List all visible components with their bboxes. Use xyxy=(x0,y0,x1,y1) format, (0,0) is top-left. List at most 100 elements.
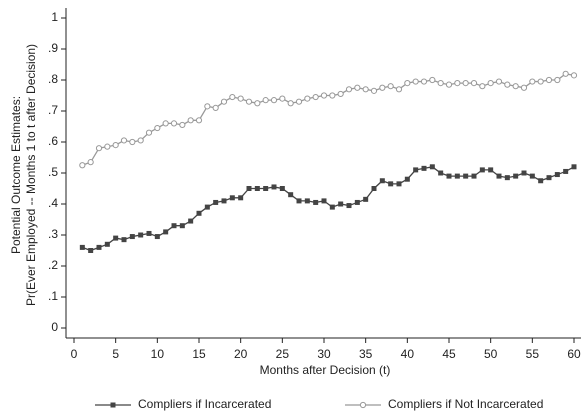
y-tick-label: .5 xyxy=(48,165,58,179)
data-point xyxy=(162,120,169,127)
legend-marker xyxy=(110,402,116,408)
data-point xyxy=(288,192,294,198)
data-point xyxy=(229,93,236,101)
data-point xyxy=(229,195,235,201)
data-point xyxy=(254,186,260,191)
data-point xyxy=(87,159,94,166)
data-point xyxy=(237,95,244,102)
data-point xyxy=(338,201,344,207)
data-point xyxy=(271,184,277,190)
data-point xyxy=(154,124,161,132)
data-point xyxy=(138,232,144,238)
data-point xyxy=(212,104,219,112)
y-tick-label: .1 xyxy=(48,289,58,303)
data-point xyxy=(304,95,311,102)
data-point xyxy=(570,72,578,79)
data-point xyxy=(571,164,577,170)
data-point xyxy=(221,198,227,204)
data-point xyxy=(279,95,286,102)
data-point xyxy=(454,80,461,87)
data-point xyxy=(329,92,336,99)
data-point xyxy=(96,244,102,250)
data-point xyxy=(395,86,403,93)
data-point xyxy=(254,100,261,107)
data-point xyxy=(562,70,569,77)
data-point xyxy=(95,145,103,152)
data-point xyxy=(204,204,210,210)
data-point xyxy=(404,80,411,87)
data-point xyxy=(246,186,252,191)
data-point xyxy=(371,186,377,191)
y-tick-label: .7 xyxy=(48,103,58,117)
data-point xyxy=(413,167,419,173)
x-tick-label: 0 xyxy=(71,347,78,361)
data-point xyxy=(496,173,502,179)
data-point xyxy=(354,84,361,91)
data-point xyxy=(104,143,111,150)
data-point xyxy=(463,173,469,179)
data-point xyxy=(504,81,511,88)
data-point xyxy=(88,248,94,253)
data-point xyxy=(538,178,544,184)
data-point xyxy=(287,100,294,107)
y-tick-label: .4 xyxy=(48,196,58,210)
data-point xyxy=(404,176,410,182)
data-point xyxy=(388,181,394,187)
data-point xyxy=(213,199,219,205)
data-point xyxy=(321,198,327,204)
data-point xyxy=(304,198,310,204)
y-tick-label: .6 xyxy=(48,134,58,148)
data-point xyxy=(479,83,486,90)
data-point xyxy=(113,235,119,241)
data-point xyxy=(263,186,269,191)
data-point xyxy=(154,234,160,240)
data-point xyxy=(137,137,144,144)
x-tick-label: 40 xyxy=(401,347,415,361)
data-point xyxy=(296,198,302,204)
data-point xyxy=(320,92,328,99)
x-tick-label: 55 xyxy=(526,347,540,361)
data-point xyxy=(179,223,185,229)
data-point xyxy=(420,78,428,85)
data-point xyxy=(479,167,485,173)
data-point xyxy=(270,97,278,104)
data-point xyxy=(396,181,402,187)
y-tick-label: 0 xyxy=(51,320,58,334)
x-tick-label: 20 xyxy=(234,347,248,361)
data-point xyxy=(121,237,127,243)
data-point xyxy=(262,97,269,104)
x-axis-title: Months after Decision (t) xyxy=(260,363,391,377)
x-tick-label: 25 xyxy=(276,347,290,361)
data-point xyxy=(188,218,194,224)
x-tick-label: 10 xyxy=(151,347,165,361)
data-point xyxy=(345,86,353,93)
y-tick-label: .3 xyxy=(48,227,58,241)
data-point xyxy=(554,76,561,84)
data-point xyxy=(179,121,186,129)
data-point xyxy=(438,170,444,176)
data-point xyxy=(120,137,128,144)
data-point xyxy=(145,129,153,136)
data-point xyxy=(187,117,194,124)
series-line xyxy=(82,73,575,166)
data-point xyxy=(362,86,369,93)
y-tick-label: .2 xyxy=(48,258,58,272)
data-point xyxy=(495,78,503,85)
y-tick-label: 1 xyxy=(51,10,58,24)
legend-marker xyxy=(359,401,367,409)
data-point xyxy=(512,83,519,90)
data-point xyxy=(520,84,528,91)
data-point xyxy=(387,83,394,90)
data-point xyxy=(379,84,386,91)
data-point xyxy=(454,173,460,179)
data-point xyxy=(471,173,477,179)
data-point xyxy=(354,199,360,205)
y-tick-label: .9 xyxy=(48,41,58,55)
data-point xyxy=(487,80,494,87)
x-tick-label: 60 xyxy=(567,347,581,361)
data-point xyxy=(529,78,536,85)
data-point xyxy=(337,90,344,98)
data-point xyxy=(537,78,544,85)
data-point xyxy=(546,175,552,181)
